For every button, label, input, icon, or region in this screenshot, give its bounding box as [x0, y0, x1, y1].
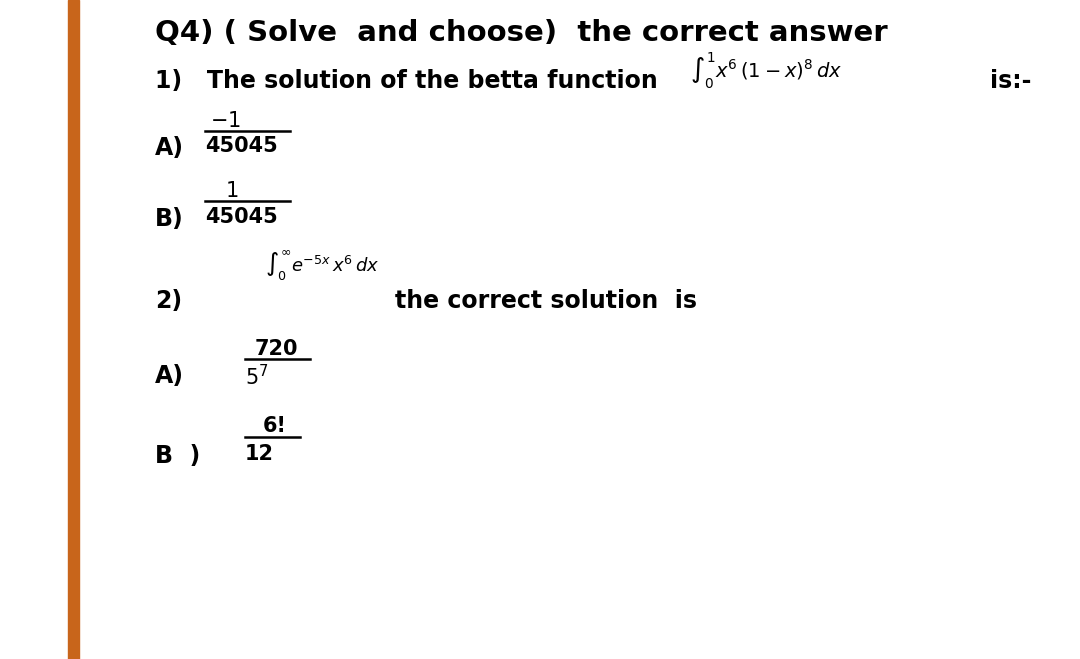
Bar: [68, 0, 79, 659]
Text: B  ): B ): [156, 444, 200, 468]
Text: is:-: is:-: [990, 69, 1031, 93]
Text: $-1$: $-1$: [210, 111, 241, 131]
Text: $1$: $1$: [225, 181, 239, 201]
Text: 720: 720: [255, 339, 298, 359]
Text: A): A): [156, 136, 184, 160]
Text: $\int_0^1 x^6\,(1-x)^8\,dx$: $\int_0^1 x^6\,(1-x)^8\,dx$: [690, 51, 842, 91]
Text: 45045: 45045: [205, 207, 278, 227]
Text: 45045: 45045: [205, 136, 278, 156]
Text: $5^7$: $5^7$: [245, 364, 269, 389]
Text: the correct solution  is: the correct solution is: [395, 289, 697, 313]
Text: 12: 12: [245, 444, 274, 464]
Text: 1)   The solution of the betta function: 1) The solution of the betta function: [156, 69, 658, 93]
Text: A): A): [156, 364, 184, 388]
Text: $\int_0^{\infty} e^{-5x}\,x^6\,dx$: $\int_0^{\infty} e^{-5x}\,x^6\,dx$: [265, 249, 379, 283]
Text: 6!: 6!: [264, 416, 287, 436]
Text: B): B): [156, 207, 184, 231]
Text: 2): 2): [156, 289, 183, 313]
Text: Q4) ( Solve  and choose)  the correct answer: Q4) ( Solve and choose) the correct answ…: [156, 19, 888, 47]
